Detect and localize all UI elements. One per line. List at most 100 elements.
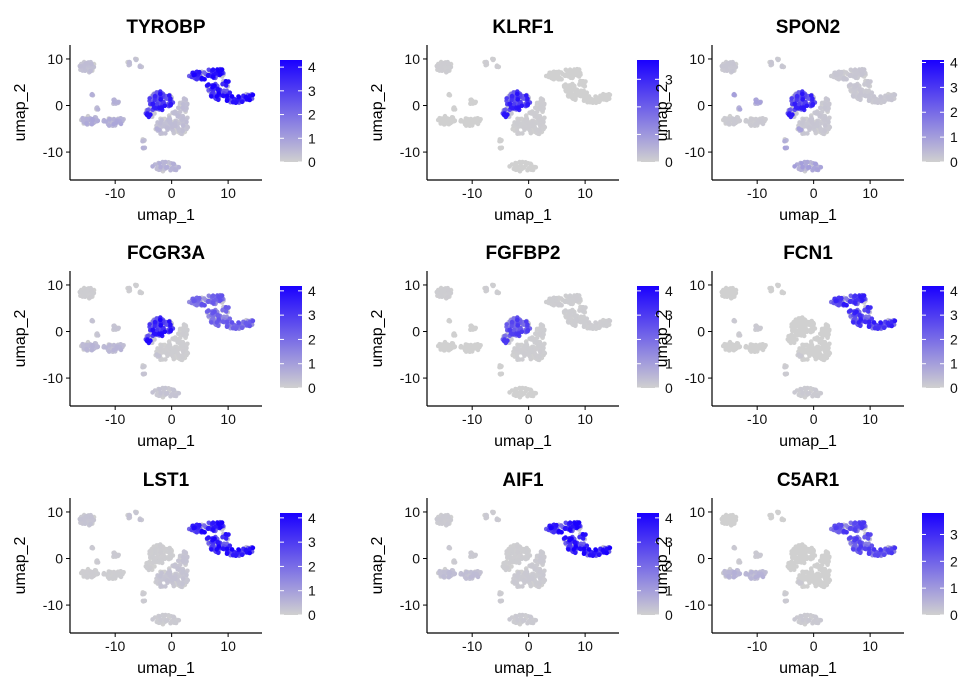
- cell-point: [165, 578, 171, 584]
- cell-point: [434, 64, 440, 69]
- cell-point: [158, 583, 164, 589]
- cell-point: [800, 97, 805, 102]
- cell-point: [89, 121, 95, 127]
- cell-point: [731, 92, 736, 98]
- cell-point: [152, 546, 158, 552]
- cell-point: [95, 107, 101, 112]
- colorbar-tick-label: 2: [308, 331, 316, 347]
- cell-point: [748, 123, 754, 128]
- cell-point: [490, 57, 496, 63]
- cell-point: [148, 338, 153, 343]
- colorbar: [922, 60, 944, 162]
- x-tick-label: 10: [862, 185, 878, 201]
- cell-point: [191, 298, 197, 304]
- cell-point: [753, 325, 759, 331]
- cell-point: [548, 298, 554, 304]
- cell-point: [106, 349, 112, 354]
- cell-point: [127, 512, 132, 518]
- cell-point: [210, 84, 215, 90]
- cell-point: [515, 91, 520, 97]
- cell-point: [577, 319, 583, 325]
- cell-point: [144, 112, 150, 118]
- cell-point: [202, 303, 207, 308]
- y-tick-label: 10: [689, 51, 705, 67]
- colorbar-tick-label: 4: [950, 54, 958, 70]
- cell-point: [229, 547, 235, 552]
- cell-point: [118, 574, 124, 580]
- colorbar-tick-label: 2: [950, 331, 958, 347]
- cell-point: [233, 326, 239, 332]
- cell-point: [184, 345, 189, 351]
- cell-point: [822, 339, 828, 345]
- cell-point: [768, 288, 774, 294]
- colorbar-tick-label: 0: [308, 154, 316, 170]
- colorbar-tick-label: 0: [308, 607, 316, 623]
- cell-point: [801, 105, 806, 110]
- cell-point: [520, 166, 526, 171]
- y-tick-label: 10: [689, 277, 705, 293]
- cell-point: [166, 343, 171, 349]
- scatter-points: [434, 282, 613, 400]
- cell-point: [782, 138, 787, 144]
- cell-point: [822, 123, 828, 128]
- cell-point: [84, 347, 89, 352]
- cell-point: [598, 94, 604, 99]
- cell-point: [586, 320, 592, 325]
- cell-point: [556, 75, 562, 81]
- cell-point: [730, 69, 735, 74]
- cell-point: [499, 371, 505, 377]
- cell-point: [540, 323, 545, 328]
- cell-point: [158, 97, 163, 102]
- cell-point: [865, 305, 871, 310]
- cell-point: [147, 96, 152, 101]
- y-tick-label: 0: [697, 98, 705, 114]
- cell-point: [790, 335, 796, 341]
- cell-point: [775, 283, 781, 289]
- cell-point: [567, 88, 573, 93]
- cell-point: [468, 323, 473, 329]
- cell-point: [818, 105, 823, 111]
- cell-point: [478, 343, 483, 348]
- cell-point: [184, 105, 189, 111]
- cell-point: [484, 59, 489, 65]
- colorbar: [280, 60, 302, 162]
- y-tick-label: 10: [404, 277, 420, 293]
- cell-point: [860, 298, 865, 303]
- cell-point: [223, 305, 229, 310]
- colorbar-tick-label: 0: [950, 154, 958, 170]
- cell-point: [115, 100, 121, 105]
- cell-point: [789, 322, 794, 327]
- cell-point: [821, 357, 827, 363]
- y-tick-label: 10: [47, 504, 63, 520]
- cell-point: [814, 393, 820, 398]
- cell-point: [866, 93, 872, 99]
- cell-point: [604, 323, 609, 329]
- panel-title: KLRF1: [492, 17, 554, 38]
- cell-point: [732, 344, 738, 349]
- cell-point: [154, 352, 160, 357]
- cell-point: [798, 319, 804, 325]
- cell-point: [83, 61, 89, 66]
- cell-point: [95, 118, 101, 123]
- cell-point: [805, 385, 810, 391]
- cell-point: [103, 572, 109, 577]
- cell-point: [181, 102, 186, 107]
- x-tick-label: -10: [105, 638, 125, 654]
- cell-point: [541, 350, 547, 355]
- cell-point: [808, 117, 813, 123]
- cell-point: [435, 343, 441, 349]
- scatter-points: [77, 509, 256, 627]
- cell-point: [220, 81, 225, 87]
- cell-point: [537, 331, 542, 337]
- cell-point: [167, 319, 172, 324]
- cell-point: [463, 116, 469, 121]
- cell-point: [445, 295, 450, 300]
- cell-point: [851, 320, 856, 325]
- cell-point: [515, 317, 520, 323]
- cell-point: [159, 558, 164, 563]
- cell-point: [779, 64, 785, 70]
- cell-point: [753, 343, 759, 348]
- cell-point: [892, 92, 898, 98]
- cell-point: [172, 620, 178, 625]
